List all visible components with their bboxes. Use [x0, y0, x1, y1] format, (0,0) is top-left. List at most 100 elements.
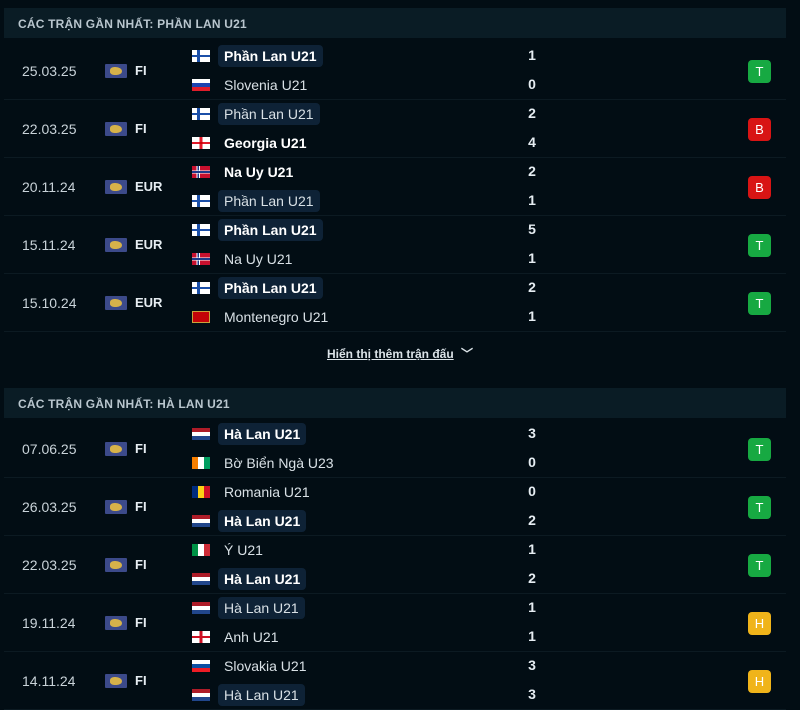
team-score: 1	[528, 250, 536, 266]
competition-label: FI	[135, 557, 147, 572]
match-row[interactable]: 19.11.24 FI Hà Lan U21 1 Anh U21 1 H	[4, 594, 786, 652]
match-date: 19.11.24	[22, 615, 76, 631]
team-name[interactable]: Phần Lan U21	[218, 219, 323, 241]
team-score: 2	[528, 163, 536, 179]
flag-icon	[192, 660, 210, 672]
competition-icon	[105, 616, 127, 630]
team-score: 0	[528, 454, 536, 470]
competition-icon	[105, 674, 127, 688]
match-row[interactable]: 15.10.24 EUR Phần Lan U21 2 Montenegro U21 1 T	[4, 274, 786, 332]
result-badge: B	[748, 118, 771, 141]
match-date: 25.03.25	[22, 63, 77, 79]
team-name[interactable]: Hà Lan U21	[218, 684, 305, 706]
flag-icon	[192, 137, 210, 149]
team-name[interactable]: Anh U21	[224, 629, 279, 645]
team-name[interactable]: Phần Lan U21	[218, 45, 323, 67]
match-row[interactable]: 22.03.25 FI Ý U21 1 Hà Lan U21 2 T	[4, 536, 786, 594]
team-away[interactable]: Na Uy U21 1	[190, 248, 550, 270]
team-score: 3	[528, 686, 536, 702]
team-home[interactable]: Hà Lan U21 3	[190, 423, 550, 445]
team-away[interactable]: Phần Lan U21 1	[190, 190, 550, 212]
competition-icon	[105, 238, 127, 252]
team-home[interactable]: Ý U21 1	[190, 539, 550, 561]
match-row[interactable]: 25.03.25 FI Phần Lan U21 1 Slovenia U21 0 T	[4, 42, 786, 100]
flag-icon	[192, 253, 210, 265]
team-home[interactable]: Romania U21 0	[190, 481, 550, 503]
match-row[interactable]: 22.03.25 FI Phần Lan U21 2 Georgia U21 4 B	[4, 100, 786, 158]
flag-icon	[192, 573, 210, 585]
team-name[interactable]: Phần Lan U21	[218, 277, 323, 299]
team-name[interactable]: Hà Lan U21	[218, 568, 307, 590]
flag-icon	[192, 282, 210, 294]
match-row[interactable]: 15.11.24 EUR Phần Lan U21 5 Na Uy U21 1 T	[4, 216, 786, 274]
team-score: 1	[528, 541, 536, 557]
competition-icon	[105, 442, 127, 456]
result-badge: B	[748, 176, 771, 199]
show-more-label[interactable]: Hiển thị thêm trận đấu	[326, 347, 454, 361]
team-name[interactable]: Phần Lan U21	[218, 103, 320, 125]
team-score: 1	[528, 599, 536, 615]
team-score: 3	[528, 657, 536, 673]
team-score: 2	[528, 105, 536, 121]
flag-icon	[192, 311, 210, 323]
team-score: 2	[528, 512, 536, 528]
team-name[interactable]: Slovakia U21	[224, 658, 307, 674]
team-name[interactable]: Na Uy U21	[224, 164, 294, 180]
match-date: 15.10.24	[22, 295, 77, 311]
team-home[interactable]: Phần Lan U21 2	[190, 103, 550, 125]
show-more-link[interactable]: Hiển thị thêm trận đấu ﹀	[0, 345, 800, 362]
flag-icon	[192, 631, 210, 643]
team-name[interactable]: Hà Lan U21	[218, 510, 307, 532]
match-date: 15.11.24	[22, 237, 76, 253]
match-date: 22.03.25	[22, 557, 77, 573]
flag-icon	[192, 602, 210, 614]
flag-icon	[192, 50, 210, 62]
result-badge: T	[748, 234, 771, 257]
team-home[interactable]: Na Uy U21 2	[190, 161, 550, 183]
competition-icon	[105, 64, 127, 78]
flag-icon	[192, 108, 210, 120]
team-away[interactable]: Bờ Biển Ngà U23 0	[190, 452, 550, 474]
match-row[interactable]: 14.11.24 FI Slovakia U21 3 Hà Lan U21 3 H	[4, 652, 786, 710]
result-badge: T	[748, 60, 771, 83]
team-home[interactable]: Hà Lan U21 1	[190, 597, 550, 619]
chevron-down-icon: ﹀	[457, 347, 474, 361]
flag-icon	[192, 689, 210, 701]
team-name[interactable]: Hà Lan U21	[218, 423, 307, 445]
competition-icon	[105, 558, 127, 572]
team-score: 1	[528, 628, 536, 644]
team-home[interactable]: Slovakia U21 3	[190, 655, 550, 677]
team-name[interactable]: Na Uy U21	[224, 251, 293, 267]
flag-icon	[192, 457, 210, 469]
flag-icon	[192, 224, 210, 236]
team-name[interactable]: Phần Lan U21	[218, 190, 320, 212]
team-name[interactable]: Montenegro U21	[224, 309, 329, 325]
team-away[interactable]: Slovenia U21 0	[190, 74, 550, 96]
match-row[interactable]: 20.11.24 EUR Na Uy U21 2 Phần Lan U21 1 B	[4, 158, 786, 216]
team-home[interactable]: Phần Lan U21 1	[190, 45, 550, 67]
team-home[interactable]: Phần Lan U21 2	[190, 277, 550, 299]
team-away[interactable]: Georgia U21 4	[190, 132, 550, 154]
team-score: 1	[528, 47, 536, 63]
team-name[interactable]: Hà Lan U21	[218, 597, 305, 619]
competition-label: EUR	[135, 295, 163, 310]
team-away[interactable]: Anh U21 1	[190, 626, 550, 648]
team-name[interactable]: Ý U21	[224, 542, 263, 558]
match-date: 20.11.24	[22, 179, 76, 195]
result-badge: T	[748, 438, 771, 461]
team-away[interactable]: Hà Lan U21 2	[190, 510, 550, 532]
match-row[interactable]: 26.03.25 FI Romania U21 0 Hà Lan U21 2 T	[4, 478, 786, 536]
team-name[interactable]: Slovenia U21	[224, 77, 308, 93]
match-row[interactable]: 07.06.25 FI Hà Lan U21 3 Bờ Biển Ngà U23 0 T	[4, 420, 786, 478]
team-name[interactable]: Bờ Biển Ngà U23	[224, 455, 334, 471]
team-name[interactable]: Georgia U21	[224, 135, 307, 151]
team-away[interactable]: Hà Lan U21 2	[190, 568, 550, 590]
competition-label: EUR	[135, 179, 163, 194]
team-home[interactable]: Phần Lan U21 5	[190, 219, 550, 241]
team-away[interactable]: Hà Lan U21 3	[190, 684, 550, 706]
team-away[interactable]: Montenegro U21 1	[190, 306, 550, 328]
team-name[interactable]: Romania U21	[224, 484, 310, 500]
result-badge: H	[748, 612, 771, 635]
section-header: CÁC TRẬN GẦN NHẤT: PHẦN LAN U21	[4, 8, 786, 38]
competition-label: EUR	[135, 237, 163, 252]
